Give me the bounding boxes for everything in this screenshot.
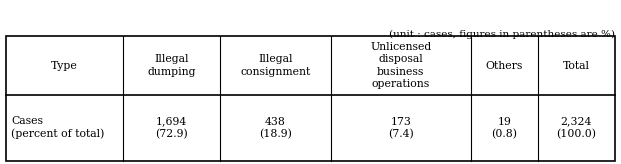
Text: Others: Others [486,61,523,71]
Text: 1,694
(72.9): 1,694 (72.9) [155,116,188,139]
Bar [6,36,615,161]
Text: Total: Total [563,61,590,71]
Text: 438
(18.9): 438 (18.9) [259,116,292,139]
Text: Unlicensed
disposal
business
operations: Unlicensed disposal business operations [370,42,432,89]
Text: Cases
(percent of total): Cases (percent of total) [11,116,104,140]
Text: 19
(0.8): 19 (0.8) [491,116,517,139]
Text: 173
(7.4): 173 (7.4) [388,116,414,139]
Text: Type: Type [52,61,78,71]
Text: Illegal
dumping: Illegal dumping [147,54,196,77]
Text: 2,324
(100.0): 2,324 (100.0) [556,116,596,139]
Text: (unit : cases, figures in parentheses are %): (unit : cases, figures in parentheses ar… [389,30,615,39]
Text: Illegal
consignment: Illegal consignment [240,54,310,77]
